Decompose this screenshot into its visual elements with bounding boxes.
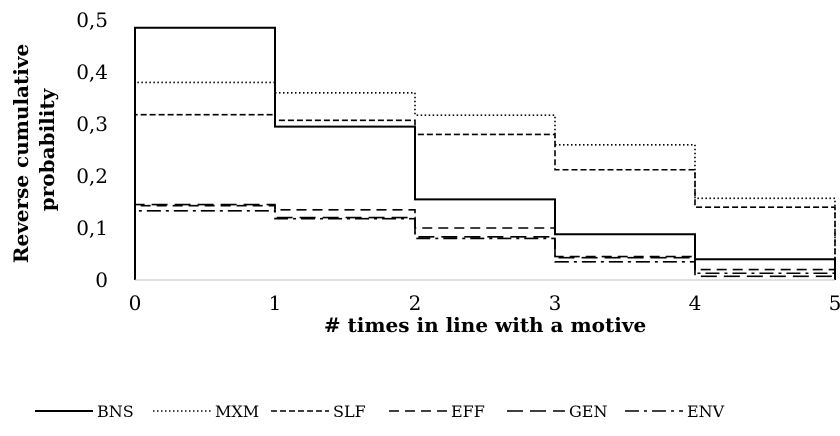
x-tick-label: 0 bbox=[129, 291, 142, 315]
legend-label-slf: SLF bbox=[333, 402, 366, 421]
series-layer bbox=[134, 26, 836, 280]
series-line-slf bbox=[134, 113, 836, 280]
legend-label-env: ENV bbox=[687, 402, 725, 421]
series-line-eff bbox=[134, 204, 836, 280]
x-tick-label: 3 bbox=[549, 291, 562, 315]
x-tick-label: 2 bbox=[409, 291, 422, 315]
x-tick-label: 5 bbox=[829, 291, 840, 315]
series-line-env bbox=[134, 210, 836, 280]
y-axis-title: Reverse cumulative probability bbox=[9, 37, 59, 263]
y-axis-title-line-1: Reverse cumulative bbox=[9, 44, 33, 263]
y-tick-label: 0 bbox=[95, 268, 108, 292]
x-tick-labels: 0 1 2 3 4 5 bbox=[129, 291, 840, 315]
y-tick-label: 0,2 bbox=[76, 164, 108, 188]
x-tick-label: 1 bbox=[269, 291, 282, 315]
y-tick-label: 0,3 bbox=[76, 112, 108, 136]
y-axis-title-line-2: probability bbox=[35, 87, 59, 211]
legend-label-bns: BNS bbox=[97, 402, 134, 421]
series-line-gen bbox=[134, 203, 836, 280]
legend-label-mxm: MXM bbox=[215, 402, 259, 421]
series-line-bns bbox=[134, 26, 836, 280]
y-tick-label: 0,1 bbox=[76, 216, 108, 240]
legend-label-eff: EFF bbox=[451, 402, 485, 421]
y-tick-label: 0,5 bbox=[76, 8, 108, 32]
y-tick-label: 0,4 bbox=[76, 60, 108, 84]
y-tick-labels: 0 0,1 0,2 0,3 0,4 0,5 bbox=[76, 8, 108, 292]
legend: BNS MXM SLF EFF GEN ENV bbox=[35, 402, 725, 421]
x-tick-label: 4 bbox=[689, 291, 702, 315]
series-line-mxm bbox=[134, 81, 836, 280]
legend-label-gen: GEN bbox=[569, 402, 607, 421]
x-axis-title: # times in line with a motive bbox=[324, 313, 646, 337]
